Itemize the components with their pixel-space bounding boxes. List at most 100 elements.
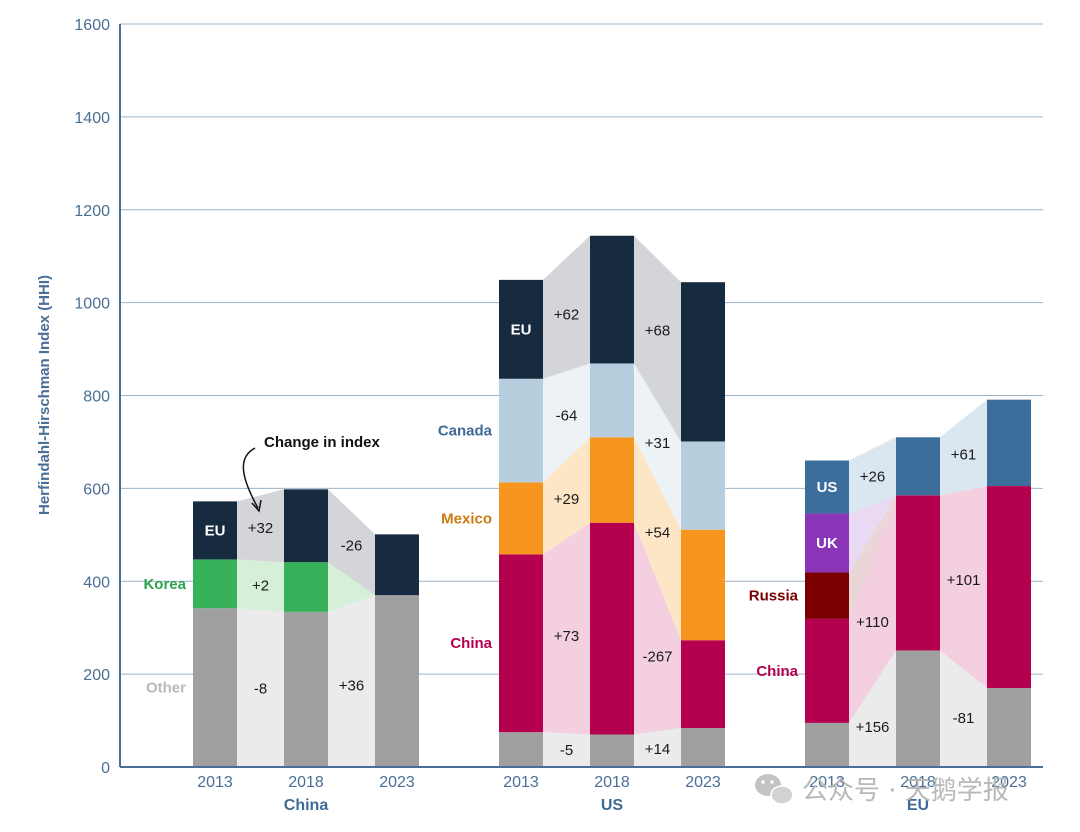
y-tick-label: 0 bbox=[101, 760, 110, 777]
change-label: +156 bbox=[856, 719, 890, 736]
series-label-other: Other bbox=[146, 680, 186, 697]
flow-china-eu bbox=[237, 489, 284, 563]
change-label: +110 bbox=[856, 614, 889, 631]
change-label: -5 bbox=[560, 742, 573, 759]
bar-us-mexico-2018 bbox=[590, 437, 634, 523]
bar-us-mexico-2023 bbox=[681, 529, 725, 641]
chart-labels: -8 +36 Other +2 Korea +32 -26 EU -5 +14 +73 -267 Chi… bbox=[143, 306, 980, 759]
flow-eu-us bbox=[940, 399, 987, 496]
y-tick-label: 1000 bbox=[74, 296, 110, 313]
flow-us-eu bbox=[543, 235, 590, 379]
bar-eu-china-2018 bbox=[896, 495, 940, 651]
flow-us-mexico bbox=[543, 437, 590, 555]
series-label-china: China bbox=[450, 635, 492, 652]
series-label-us: US bbox=[817, 479, 838, 496]
wechat-icon bbox=[755, 774, 794, 805]
flow-eu-russia bbox=[849, 495, 896, 619]
flow-china-korea bbox=[328, 562, 375, 612]
change-label: +32 bbox=[248, 520, 273, 537]
bar-us-other-2013 bbox=[499, 732, 543, 767]
y-axis-label: Herfindahl-Hirschman Index (HHI) bbox=[36, 275, 53, 515]
change-label: +14 bbox=[645, 741, 670, 758]
bar-us-canada-2023 bbox=[681, 441, 725, 530]
stacked-bars bbox=[193, 235, 1031, 767]
change-label: +101 bbox=[947, 572, 981, 589]
change-label: -64 bbox=[556, 407, 578, 424]
x-tick-label: 2023 bbox=[685, 774, 721, 791]
flow-eu-other bbox=[940, 650, 987, 767]
series-label-eu: EU bbox=[205, 522, 226, 539]
bar-eu-other-2023 bbox=[987, 688, 1031, 767]
change-label: -8 bbox=[254, 681, 267, 698]
flow-eu-china bbox=[849, 495, 896, 723]
flow-china-eu bbox=[328, 489, 375, 596]
bar-eu-china-2013 bbox=[805, 618, 849, 723]
watermark-text: 公众号 · 天鹅学报 bbox=[802, 776, 1009, 806]
change-flows bbox=[237, 235, 987, 767]
y-tick-label: 400 bbox=[83, 574, 110, 591]
bar-us-china-2018 bbox=[590, 522, 634, 735]
flow-us-other bbox=[634, 727, 681, 767]
flow-eu-uk bbox=[849, 495, 896, 573]
flow-us-canada bbox=[543, 363, 590, 483]
change-label: -267 bbox=[642, 648, 672, 665]
bar-china-korea-2018 bbox=[284, 562, 328, 612]
bar-us-mexico-2013 bbox=[499, 482, 543, 555]
x-tick-label: 2013 bbox=[197, 774, 233, 791]
bar-china-eu-2023 bbox=[375, 534, 419, 596]
series-label-canada: Canada bbox=[438, 423, 493, 440]
bar-china-eu-2013 bbox=[193, 501, 237, 560]
change-label: +61 bbox=[951, 447, 976, 464]
bar-us-eu-2013 bbox=[499, 279, 543, 379]
flow-eu-china bbox=[940, 486, 987, 689]
bar-eu-us-2023 bbox=[987, 399, 1031, 487]
group-label-us: US bbox=[601, 797, 624, 814]
bar-eu-us-2018 bbox=[896, 437, 940, 496]
bar-eu-other-2018 bbox=[896, 650, 940, 767]
bar-us-canada-2018 bbox=[590, 363, 634, 438]
bar-us-other-2023 bbox=[681, 727, 725, 767]
x-tick-label: 2023 bbox=[991, 774, 1027, 791]
y-tick-label: 200 bbox=[83, 667, 110, 684]
x-tick-label: 2018 bbox=[900, 774, 936, 791]
change-in-index-annotation: Change in index bbox=[242, 434, 381, 513]
change-label: -26 bbox=[341, 537, 363, 554]
flow-china-korea bbox=[237, 559, 284, 612]
flow-us-canada bbox=[634, 363, 681, 530]
flow-us-china bbox=[543, 522, 590, 735]
flow-us-china bbox=[634, 522, 681, 735]
bar-china-other-2018 bbox=[284, 611, 328, 767]
change-label: +36 bbox=[339, 677, 364, 694]
x-tick-label: 2013 bbox=[809, 774, 845, 791]
series-label-eu: EU bbox=[511, 321, 532, 338]
y-tick-label: 800 bbox=[83, 389, 110, 406]
change-label: +29 bbox=[554, 491, 579, 508]
axes: 0 200 400 600 800 1000 1200 1400 1600 2013 2018 202… bbox=[74, 17, 1043, 814]
flow-eu-other bbox=[849, 650, 896, 767]
x-tick-label: 2018 bbox=[594, 774, 630, 791]
change-label: -81 bbox=[953, 710, 975, 727]
bar-china-korea-2013 bbox=[193, 559, 237, 609]
flow-china-other bbox=[237, 608, 284, 767]
x-tick-label: 2023 bbox=[379, 774, 415, 791]
bar-china-eu-2018 bbox=[284, 489, 328, 563]
series-label-china: China bbox=[756, 663, 798, 680]
group-label-eu: EU bbox=[907, 797, 929, 814]
annotation-text: Change in index bbox=[264, 434, 381, 451]
bar-us-china-2023 bbox=[681, 640, 725, 728]
flow-us-eu bbox=[634, 235, 681, 442]
bar-us-other-2018 bbox=[590, 734, 634, 767]
group-label-china: China bbox=[284, 797, 329, 814]
change-label: +26 bbox=[860, 469, 885, 486]
change-label: +2 bbox=[252, 577, 269, 594]
change-label: +68 bbox=[645, 323, 670, 340]
change-label: +54 bbox=[645, 524, 670, 541]
annotation-arrow bbox=[242, 447, 259, 509]
bar-us-canada-2013 bbox=[499, 378, 543, 483]
y-tick-label: 1200 bbox=[74, 203, 110, 220]
y-tick-label: 1400 bbox=[74, 110, 110, 127]
x-tick-label: 2013 bbox=[503, 774, 539, 791]
change-label: +62 bbox=[554, 306, 579, 323]
change-label: +73 bbox=[554, 628, 579, 645]
